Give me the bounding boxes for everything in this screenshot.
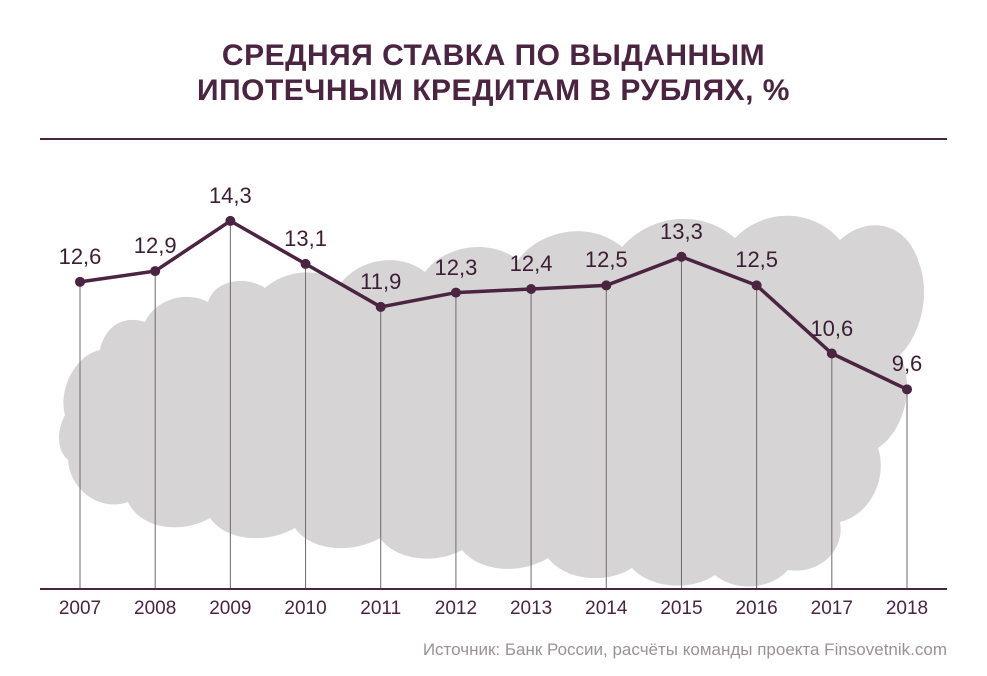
- value-label: 12,5: [585, 247, 628, 273]
- chart-svg: [60, 160, 927, 590]
- plot-area: [60, 160, 927, 590]
- value-label: 12,4: [510, 251, 553, 277]
- value-label: 10,6: [810, 316, 853, 342]
- value-label: 13,1: [284, 226, 327, 252]
- value-label: 12,6: [59, 244, 102, 270]
- top-rule: [40, 138, 947, 140]
- x-axis-label: 2013: [510, 598, 552, 620]
- value-label: 11,9: [360, 269, 401, 295]
- line-series: [75, 216, 912, 394]
- x-axis-label: 2015: [660, 598, 702, 620]
- x-axis-label: 2012: [435, 598, 477, 620]
- chart-container: СРЕДНЯЯ СТАВКА ПО ВЫДАННЫМ ИПОТЕЧНЫМ КРЕ…: [0, 0, 987, 676]
- value-label: 9,6: [892, 351, 923, 377]
- x-axis-label: 2018: [886, 598, 928, 620]
- x-axis-label: 2014: [585, 598, 627, 620]
- x-axis-baseline: [40, 588, 947, 590]
- x-axis-label: 2009: [209, 598, 251, 620]
- chart-title: СРЕДНЯЯ СТАВКА ПО ВЫДАННЫМ ИПОТЕЧНЫМ КРЕ…: [0, 38, 987, 109]
- value-label: 12,5: [735, 247, 778, 273]
- value-label: 12,3: [434, 255, 477, 281]
- source-text: Источник: Банк России, расчёты команды п…: [423, 640, 947, 660]
- x-axis-label: 2017: [811, 598, 853, 620]
- x-axis-label: 2016: [735, 598, 777, 620]
- drop-lines: [80, 221, 907, 590]
- value-label: 14,3: [209, 183, 252, 209]
- x-axis-label: 2010: [284, 598, 326, 620]
- x-axis-label: 2007: [59, 598, 101, 620]
- value-label: 13,3: [660, 219, 703, 245]
- x-axis-label: 2011: [360, 598, 401, 620]
- value-label: 12,9: [134, 233, 177, 259]
- x-axis-label: 2008: [134, 598, 176, 620]
